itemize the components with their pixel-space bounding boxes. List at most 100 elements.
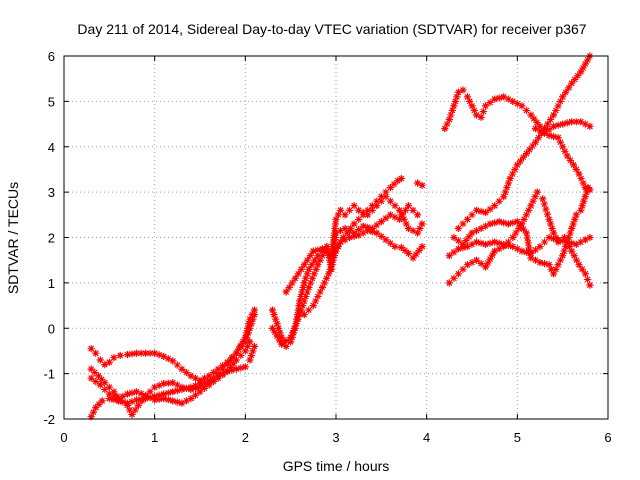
data-point-trace — [571, 72, 582, 83]
data-point — [96, 381, 104, 389]
data-point — [468, 229, 476, 237]
data-point — [536, 243, 544, 251]
data-point-trace — [191, 391, 200, 399]
data-point-trace — [137, 349, 145, 357]
data-point — [214, 365, 222, 373]
data-point — [536, 258, 544, 267]
data-point — [132, 396, 141, 404]
data-point-trace — [536, 127, 544, 135]
data-point — [482, 208, 490, 217]
data-point-trace — [416, 224, 424, 232]
data-point — [491, 202, 499, 210]
data-point-trace — [495, 239, 503, 247]
data-point — [98, 397, 106, 405]
y-tick-label: 0 — [48, 321, 55, 336]
data-point-trace — [173, 398, 181, 406]
data-point-trace — [137, 390, 145, 398]
data-point — [491, 247, 499, 255]
data-point — [527, 254, 535, 262]
data-point-trace — [472, 227, 481, 235]
data-point-trace — [328, 220, 339, 255]
data-point-trace — [173, 361, 181, 369]
data-point — [536, 122, 544, 130]
data-point — [495, 218, 503, 226]
data-point-trace — [128, 350, 136, 358]
x-tick-label: 4 — [423, 430, 430, 445]
data-point — [472, 206, 481, 214]
data-point — [409, 254, 417, 262]
data-point — [101, 360, 109, 369]
data-point — [323, 243, 331, 251]
data-point-trace — [373, 221, 381, 229]
data-point — [232, 365, 240, 373]
data-point-trace — [508, 165, 519, 178]
data-point-trace — [568, 239, 576, 247]
data-point-trace — [540, 260, 549, 268]
data-point — [346, 233, 354, 242]
data-point-trace — [105, 383, 113, 391]
data-point-trace — [484, 251, 496, 267]
data-point — [477, 224, 485, 232]
data-point-trace — [138, 397, 146, 405]
data-point-trace — [491, 219, 499, 227]
data-point-trace — [556, 138, 569, 155]
data-point — [105, 390, 113, 398]
data-point — [92, 404, 100, 412]
data-point-trace — [320, 274, 331, 287]
data-point — [509, 233, 517, 242]
data-point-trace — [285, 279, 296, 291]
data-point — [463, 243, 472, 251]
data-point — [350, 229, 358, 237]
data-point — [105, 395, 113, 403]
y-tick-label: -1 — [43, 367, 55, 382]
data-point — [309, 302, 317, 310]
data-point-trace — [164, 389, 172, 397]
data-point-trace — [578, 265, 586, 273]
data-point — [491, 238, 499, 246]
data-point — [550, 229, 558, 237]
x-tick-label: 3 — [332, 430, 339, 445]
data-point-trace — [545, 126, 553, 134]
data-point-trace — [477, 260, 485, 268]
data-point — [463, 215, 472, 223]
data-point — [110, 388, 118, 396]
data-point — [300, 279, 308, 287]
chart-title: Day 211 of 2014, Sidereal Day-to-day VTE… — [77, 21, 586, 37]
series-5 — [268, 227, 426, 350]
data-point-trace — [550, 235, 558, 243]
data-point-trace — [500, 219, 508, 227]
data-point-trace — [382, 188, 390, 196]
data-point-trace — [173, 387, 181, 395]
data-point-trace — [531, 246, 540, 254]
data-point-trace — [382, 214, 390, 222]
data-point — [550, 122, 558, 130]
data-point — [513, 161, 521, 169]
data-point — [160, 352, 168, 360]
data-point — [250, 306, 258, 314]
data-point — [273, 320, 281, 328]
data-point-trace — [509, 219, 517, 227]
data-point — [123, 390, 132, 398]
data-point — [278, 340, 286, 348]
data-point-trace — [540, 200, 552, 218]
data-point-trace — [200, 384, 209, 392]
data-point — [581, 236, 589, 244]
data-point-trace — [559, 237, 567, 245]
data-point — [513, 218, 521, 226]
data-point-trace — [468, 258, 476, 267]
data-point — [94, 372, 103, 380]
data-point-trace — [326, 252, 339, 273]
data-point — [350, 202, 358, 210]
data-point — [584, 184, 592, 192]
data-point — [268, 324, 277, 332]
data-point-trace — [219, 365, 227, 373]
data-point — [540, 129, 549, 137]
data-point — [359, 222, 367, 230]
data-point-trace — [302, 270, 311, 282]
data-point — [123, 351, 132, 359]
data-point-trace — [566, 156, 574, 164]
data-point — [572, 211, 580, 219]
data-point — [506, 174, 514, 183]
data-point-trace — [409, 227, 417, 235]
